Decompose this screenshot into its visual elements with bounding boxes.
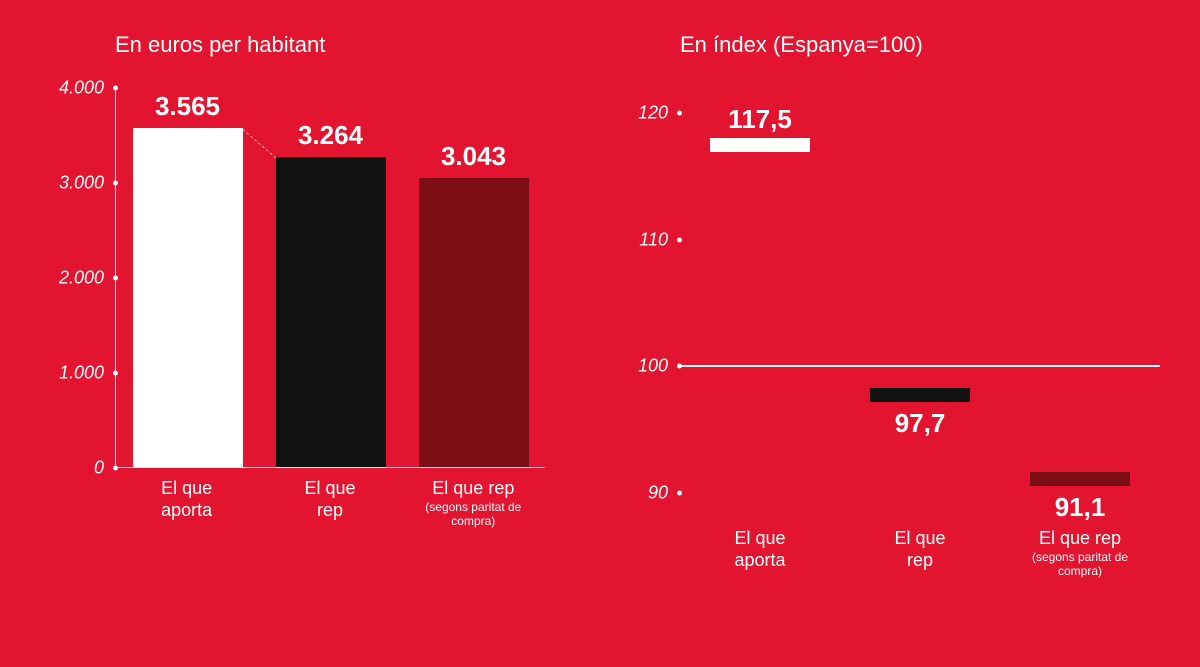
y-tick-label: 110	[639, 229, 668, 250]
right-x-labels: El queaporta El querep El que rep(segons p…	[680, 528, 1160, 578]
y-tick-label: 120	[638, 103, 668, 124]
left-panel: En euros per habitant 3.5653.2643.043 01…	[115, 32, 585, 528]
index-bar	[870, 388, 970, 402]
bar-value-label: 3.043	[441, 141, 506, 172]
bar-rect	[276, 157, 386, 467]
y-tick-label: 4.000	[59, 78, 104, 99]
y-tick-dot	[677, 111, 682, 116]
bar-group: 3.264	[259, 120, 402, 467]
index-value-label: 91,1	[1020, 492, 1140, 523]
x-axis-label: El que rep(segons paritat de compra)	[1010, 528, 1150, 578]
y-tick-label: 2.000	[59, 268, 104, 289]
index-value-label: 117,5	[700, 104, 820, 135]
index-bar	[710, 138, 810, 152]
bar-group: 3.043	[402, 141, 545, 467]
right-plot-area: 90100110120117,597,791,1	[680, 88, 1160, 518]
bar-rect	[419, 178, 529, 467]
bar-group: 3.565	[116, 91, 259, 467]
x-axis-label: El querep	[850, 528, 990, 578]
x-axis-label: El queaporta	[117, 478, 257, 528]
y-tick-dot	[113, 276, 118, 281]
y-tick-label: 3.000	[59, 173, 104, 194]
y-tick-dot	[677, 490, 682, 495]
left-bar-chart: 3.5653.2643.043 01.0002.0003.0004.000 El…	[115, 88, 585, 528]
y-tick-dot	[113, 86, 118, 91]
y-tick-dot	[677, 237, 682, 242]
left-chart-title: En euros per habitant	[115, 32, 585, 58]
y-tick-label: 0	[94, 458, 104, 479]
y-tick-dot	[113, 181, 118, 186]
left-bars-row: 3.565 3.264 3.043	[116, 88, 545, 467]
bar-value-label: 3.565	[155, 91, 220, 122]
x-axis-label: El que rep(segons paritat de compra)	[403, 478, 543, 528]
right-chart-title: En índex (Espanya=100)	[680, 32, 1190, 58]
y-tick-dot	[113, 371, 118, 376]
left-x-labels: El queaportaEl querepEl que rep(segons p…	[115, 478, 545, 528]
right-index-chart: 90100110120117,597,791,1 El queaportaEl …	[680, 88, 1190, 578]
y-tick-label: 90	[648, 482, 668, 503]
index-bar	[1030, 472, 1130, 486]
y-tick-dot	[113, 466, 118, 471]
x-axis-label: El querep	[260, 478, 400, 528]
bar-value-label: 3.264	[298, 120, 363, 151]
y-tick-label: 1.000	[59, 363, 104, 384]
index-value-label: 97,7	[860, 408, 980, 439]
right-panel: En índex (Espanya=100) 90100110120117,59…	[680, 32, 1190, 578]
left-plot-area: 3.5653.2643.043 01.0002.0003.0004.000	[115, 88, 545, 468]
bar-rect	[133, 128, 243, 467]
y-tick-label: 100	[638, 356, 668, 377]
baseline-100	[680, 365, 1160, 367]
x-axis-label: El queaporta	[690, 528, 830, 578]
